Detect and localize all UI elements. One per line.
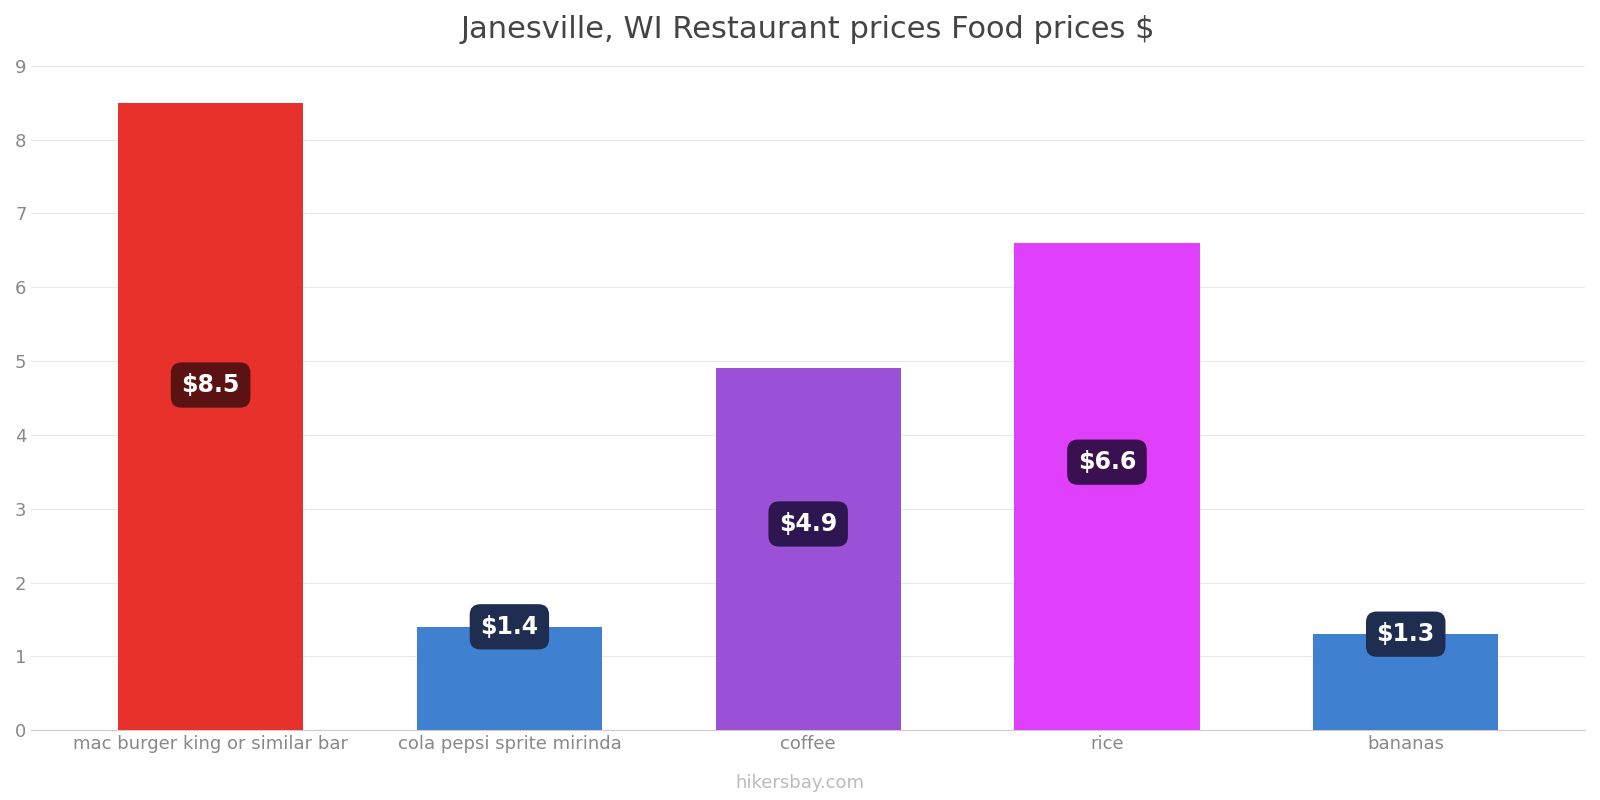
Text: $6.6: $6.6: [1078, 450, 1136, 474]
Bar: [416, 626, 602, 730]
Bar: [1314, 634, 1498, 730]
Text: $1.4: $1.4: [480, 614, 539, 638]
Text: $4.9: $4.9: [779, 512, 837, 536]
Text: $1.3: $1.3: [1376, 622, 1435, 646]
Title: Janesville, WI Restaurant prices Food prices $: Janesville, WI Restaurant prices Food pr…: [461, 15, 1155, 44]
Bar: [715, 369, 901, 730]
Text: hikersbay.com: hikersbay.com: [736, 774, 864, 792]
Bar: [1014, 243, 1200, 730]
Text: $8.5: $8.5: [181, 373, 240, 397]
Bar: [118, 102, 304, 730]
